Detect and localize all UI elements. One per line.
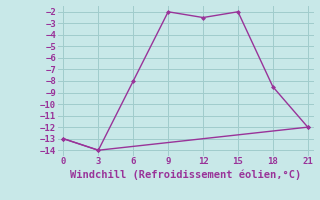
X-axis label: Windchill (Refroidissement éolien,°C): Windchill (Refroidissement éolien,°C)	[70, 169, 301, 180]
